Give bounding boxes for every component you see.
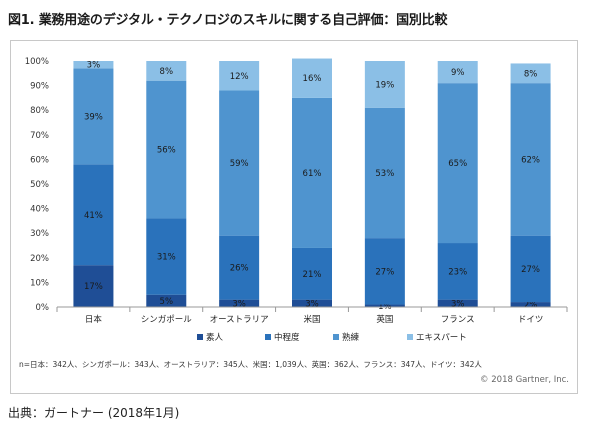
data-label: 23%: [448, 267, 467, 277]
data-label: 53%: [375, 169, 394, 179]
y-tick-label: 60%: [30, 155, 49, 165]
bar-segment: [219, 299, 260, 307]
legend-swatch: [333, 334, 339, 340]
bar-segment: [437, 299, 478, 307]
y-tick-label: 40%: [30, 205, 49, 215]
bar-segment: [73, 68, 114, 165]
chart-title: 図1. 業務用途のデジタル・テクノロジのスキルに関する自己評価：国別比較: [8, 13, 448, 28]
data-label: 39%: [84, 112, 103, 122]
bar-segment: [292, 58, 332, 98]
bar-segment: [219, 90, 260, 236]
x-tick-label: 日本: [85, 314, 103, 325]
y-tick-label: 20%: [30, 254, 49, 264]
x-tick-label: 英国: [376, 314, 393, 325]
data-label: 9%: [451, 68, 465, 78]
source-citation: 出典：ガートナー (2018年1月): [8, 406, 180, 420]
data-label: 26%: [230, 264, 249, 274]
y-tick-label: 50%: [30, 180, 49, 190]
bar-segment: [219, 235, 260, 300]
legend-label: 素人: [206, 332, 224, 343]
legend-label: 中程度: [274, 332, 300, 343]
legend-swatch: [197, 334, 203, 340]
bar-segment: [364, 238, 405, 305]
y-tick-label: 90%: [30, 82, 49, 92]
data-label: 8%: [524, 69, 538, 79]
bar-segment: [73, 164, 114, 266]
data-label: 62%: [521, 155, 540, 165]
legend-swatch: [407, 334, 413, 340]
bar-segment: [364, 304, 405, 307]
bar-segment: [146, 294, 187, 307]
x-tick-label: シンガポール: [141, 314, 193, 325]
y-tick-label: 70%: [30, 131, 49, 141]
y-tick-label: 30%: [30, 229, 49, 239]
bar-segment: [73, 265, 114, 307]
data-label: 27%: [521, 265, 540, 275]
bar-segment: [146, 80, 187, 219]
data-label: 3%: [87, 61, 101, 71]
copyright-text: © 2018 Gartner, Inc.: [480, 375, 569, 385]
y-tick-label: 100%: [25, 57, 49, 67]
bar-segment: [146, 61, 187, 81]
sample-size-note: n=日本：342人、シンガポール：343人、オーストラリア：345人、米国：1,…: [19, 360, 482, 369]
data-label: 5%: [160, 297, 174, 307]
data-label: 56%: [157, 146, 176, 156]
y-tick-label: 80%: [30, 106, 49, 116]
data-label: 27%: [375, 267, 394, 277]
bar-segment: [510, 235, 551, 303]
x-tick-label: 米国: [303, 314, 320, 325]
data-label: 3%: [232, 299, 246, 309]
data-label: 41%: [84, 211, 103, 221]
x-tick-label: オーストラリア: [210, 315, 269, 325]
bar-segment: [437, 243, 478, 300]
data-label: 3%: [451, 299, 465, 309]
data-label: 31%: [157, 253, 176, 263]
bar-segment: [510, 63, 551, 84]
data-label: 19%: [375, 80, 394, 90]
bar-segment: [292, 247, 332, 300]
data-label: 65%: [448, 159, 467, 169]
bar-segment: [510, 302, 551, 307]
chart-frame: 0% 10% 20% 30% 40% 50% 60% 70% 80% 90% 100% 17% 41% 3…: [10, 40, 578, 394]
bar-segment: [146, 218, 187, 295]
legend-label: エキスパート: [416, 333, 467, 343]
x-tick-label: フランス: [441, 315, 475, 325]
bar-segment: [437, 83, 478, 244]
y-tick-label: 0%: [36, 303, 50, 313]
x-tick-label: ドイツ: [518, 315, 544, 325]
legend-label: 熟練: [342, 332, 360, 343]
bar-segment: [364, 107, 405, 239]
bar-segment: [73, 61, 114, 69]
data-label: 2%: [524, 301, 538, 311]
bar-segment: [292, 299, 332, 307]
data-label: 61%: [303, 169, 322, 179]
data-label: 21%: [303, 270, 322, 280]
data-label: 8%: [160, 67, 174, 77]
y-tick-label: 10%: [30, 278, 49, 288]
stacked-bar-chart: 0% 10% 20% 30% 40% 50% 60% 70% 80% 90% 100% 17% 41% 3…: [25, 57, 568, 343]
data-label: 59%: [230, 159, 249, 169]
bar-segment: [364, 61, 405, 108]
bar-segment: [219, 61, 260, 91]
data-label: 12%: [230, 72, 249, 82]
data-label: 3%: [305, 299, 319, 309]
data-label: 17%: [84, 282, 103, 292]
bar-segment: [292, 97, 332, 248]
bar-segment: [510, 83, 551, 236]
bar-segment: [437, 61, 478, 84]
data-label: 16%: [303, 74, 322, 84]
legend-swatch: [265, 334, 271, 340]
